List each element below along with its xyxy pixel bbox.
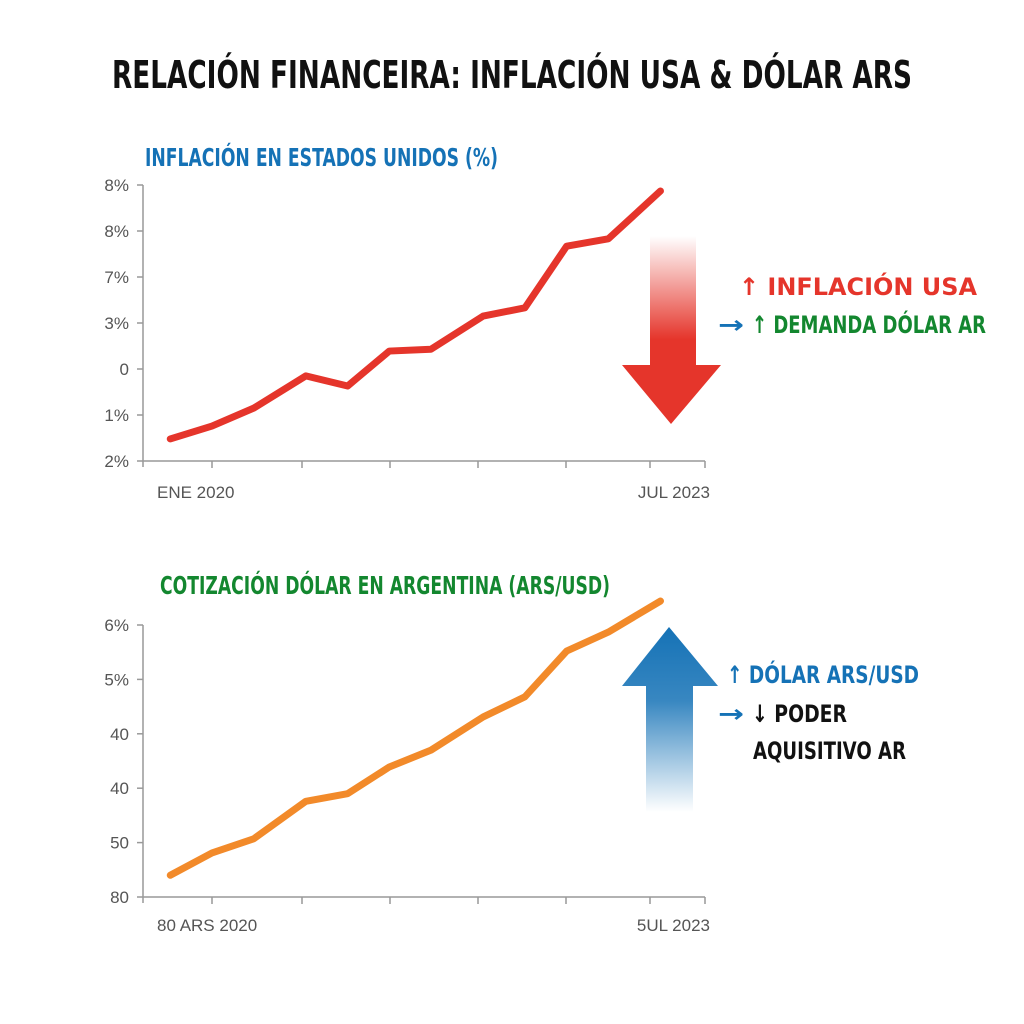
main-title: RELACIÓN FINANCEIRA: INFLACIÓN USA & DÓL… bbox=[112, 53, 912, 97]
y-tick-label: 50 bbox=[110, 834, 129, 853]
y-tick-label: 6% bbox=[104, 616, 129, 635]
y-tick-label: 0 bbox=[120, 360, 129, 379]
y-tick-label: 40 bbox=[110, 725, 129, 744]
ars-dollar-chart: COTIZACIÓN DÓLAR EN ARGENTINA (ARS/USD) … bbox=[104, 570, 919, 935]
y-tick-label: 2% bbox=[104, 452, 129, 471]
y-tick-label: 5% bbox=[104, 670, 129, 689]
down-arrow-icon bbox=[622, 236, 721, 424]
annotation-line-1: ↑ INFLACIÓN USA bbox=[739, 271, 977, 301]
chart-title: COTIZACIÓN DÓLAR EN ARGENTINA (ARS/USD) bbox=[160, 570, 610, 600]
annotation-line-2: ↓ PODER bbox=[752, 700, 847, 728]
y-tick-label: 1% bbox=[104, 406, 129, 425]
usa-inflation-chart: INFLACIÓN EN ESTADOS UNIDOS (%) 2% 1% 0 3% 7… bbox=[104, 142, 986, 502]
y-tick-label: 40 bbox=[110, 779, 129, 798]
x-tick-label-start: 80 ARS 2020 bbox=[157, 916, 257, 935]
annotation-line-3: AQUISITIVO AR bbox=[753, 737, 906, 765]
x-tick-label-start: ENE 2020 bbox=[157, 483, 235, 502]
y-tick-label: 8% bbox=[104, 222, 129, 241]
up-arrow-icon bbox=[622, 627, 718, 812]
annotation-arrow: → bbox=[718, 311, 744, 339]
y-tick-label: 7% bbox=[104, 268, 129, 287]
y-tick-label: 80 bbox=[110, 888, 129, 907]
annotation-arrow: → bbox=[718, 700, 744, 728]
annotation-line-1: ↑ DÓLAR ARS/USD bbox=[727, 659, 919, 689]
series-line bbox=[166, 187, 664, 443]
series-line bbox=[166, 597, 664, 879]
y-tick-label: 8% bbox=[104, 176, 129, 195]
x-tick-label-end: 5UL 2023 bbox=[637, 916, 710, 935]
chart-title: INFLACIÓN EN ESTADOS UNIDOS (%) bbox=[145, 142, 498, 172]
x-tick-label-end: JUL 2023 bbox=[638, 483, 710, 502]
y-tick-label: 3% bbox=[104, 314, 129, 333]
annotation-line-2: ↑ DEMANDA DÓLAR AR bbox=[752, 309, 986, 339]
